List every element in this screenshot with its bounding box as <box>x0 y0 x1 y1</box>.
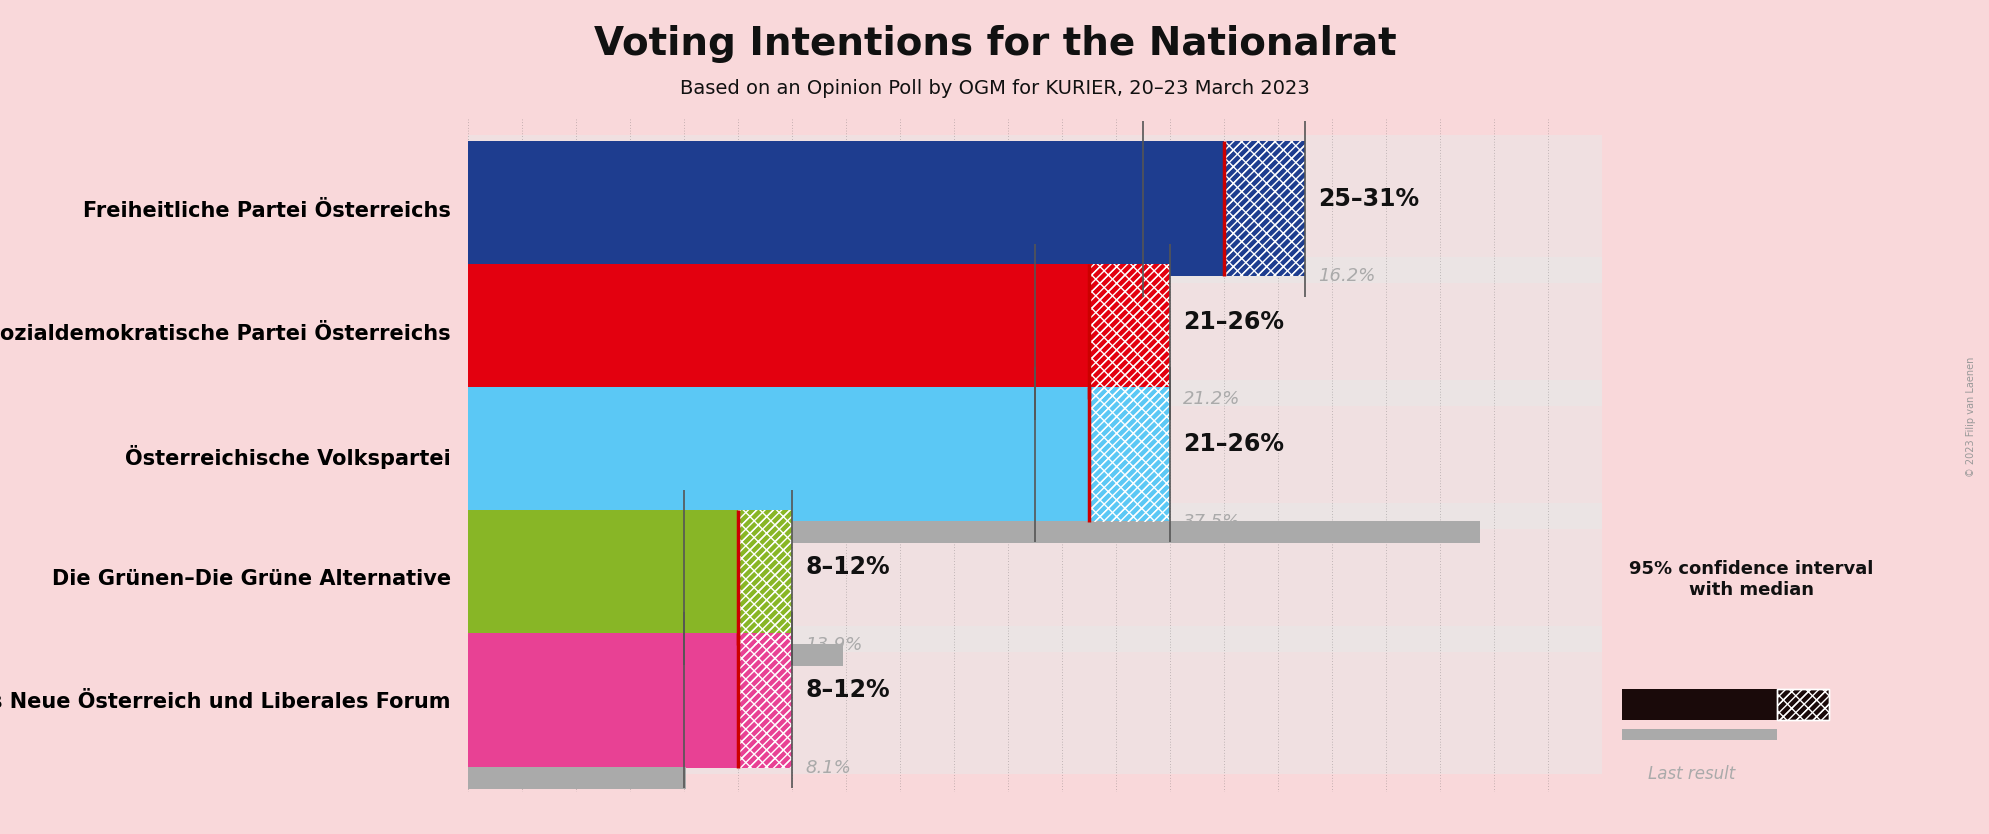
Text: 25–31%: 25–31% <box>1319 187 1418 211</box>
Bar <box>738 510 792 645</box>
Text: 13.9%: 13.9% <box>806 636 861 654</box>
Text: © 2023 Filip van Laenen: © 2023 Filip van Laenen <box>1965 357 1975 477</box>
Bar <box>467 633 738 768</box>
Bar <box>1088 387 1170 522</box>
Text: 16.2%: 16.2% <box>1319 268 1374 285</box>
Bar <box>1088 387 1170 522</box>
Bar <box>467 644 843 666</box>
Bar <box>1621 690 1776 720</box>
Text: 8.1%: 8.1% <box>806 759 851 776</box>
Bar <box>467 258 1601 406</box>
Bar <box>467 264 1088 399</box>
Bar <box>1621 729 1776 741</box>
Bar <box>1088 264 1170 399</box>
Text: 8–12%: 8–12% <box>806 555 889 580</box>
Text: Last result: Last result <box>1647 765 1734 783</box>
Bar <box>467 399 1040 420</box>
Bar <box>1776 690 1828 720</box>
Text: 37.5%: 37.5% <box>1183 513 1239 531</box>
Bar <box>467 521 1480 543</box>
Bar <box>467 380 1601 529</box>
Bar <box>467 141 1223 276</box>
Bar <box>467 387 1088 522</box>
Text: 8–12%: 8–12% <box>806 678 889 702</box>
Bar <box>738 633 792 768</box>
Bar <box>1776 690 1828 720</box>
Bar <box>467 510 738 645</box>
Bar <box>1223 141 1305 276</box>
Text: 95% confidence interval
with median: 95% confidence interval with median <box>1629 560 1872 599</box>
Bar <box>467 134 1601 284</box>
Bar <box>738 633 792 768</box>
Text: Based on an Opinion Poll by OGM for KURIER, 20–23 March 2023: Based on an Opinion Poll by OGM for KURI… <box>680 79 1309 98</box>
Bar <box>1223 141 1305 276</box>
Bar <box>1088 264 1170 399</box>
Text: 21–26%: 21–26% <box>1183 432 1283 456</box>
Text: 21.2%: 21.2% <box>1183 390 1239 409</box>
Text: Voting Intentions for the Nationalrat: Voting Intentions for the Nationalrat <box>593 25 1396 63</box>
Bar <box>467 626 1601 775</box>
Bar <box>738 510 792 645</box>
Bar <box>467 766 686 789</box>
Bar <box>467 503 1601 651</box>
Text: 21–26%: 21–26% <box>1183 309 1283 334</box>
Bar <box>467 275 905 298</box>
